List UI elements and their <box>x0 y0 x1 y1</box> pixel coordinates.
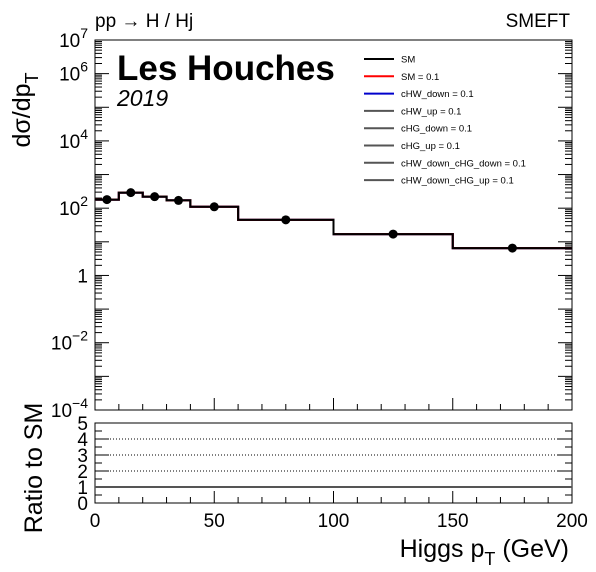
main-y-axis-title-subscript: T <box>22 72 42 83</box>
ratio-grid <box>95 438 572 472</box>
x-axis-title: Higgs pT (GeV) <box>400 535 569 569</box>
data-point <box>102 195 112 205</box>
les-houches-title: Les Houches <box>117 49 335 88</box>
histogram-series <box>95 191 572 250</box>
legend-label: cHW_up = 0.1 <box>401 106 461 117</box>
ratio-x-axis: 0 50 100 150 200 <box>90 491 588 532</box>
ratio-y-tick-label: 1 <box>77 478 88 499</box>
main-x-axis <box>94 398 573 410</box>
legend-label: SM = 0.1 <box>401 72 439 83</box>
legend-label: cHW_down_cHG_up = 0.1 <box>401 176 514 187</box>
data-point <box>281 215 291 225</box>
main-y-axis-title-text: dσ/dp <box>8 83 36 147</box>
ratio-y-tick-label: 2 <box>77 462 88 483</box>
y-tick-label-base: 10 <box>59 199 80 220</box>
x-tick-label: 50 <box>204 511 225 532</box>
ratio-y-tick-label: 3 <box>77 446 88 467</box>
y-tick-label: 10−4 <box>51 395 88 422</box>
y-tick-label: 10−2 <box>51 328 88 355</box>
x-axis-title-unit: (GeV) <box>495 535 569 563</box>
legend-label: cHG_up = 0.1 <box>401 141 460 152</box>
y-tick-label: 1 <box>77 266 88 287</box>
data-point <box>388 229 398 239</box>
y-tick-label: 107 <box>59 25 88 52</box>
header-model-label: SMEFT <box>506 11 571 32</box>
y-tick-label-exponent: 2 <box>80 193 88 209</box>
y-tick-label: 104 <box>59 126 88 153</box>
x-tick-label: 100 <box>318 511 350 532</box>
y-tick-label: 102 <box>59 193 88 220</box>
x-tick-label: 150 <box>437 511 469 532</box>
legend-label: cHW_down = 0.1 <box>401 89 474 100</box>
histogram-line <box>95 191 572 250</box>
y-tick-label-exponent: −4 <box>72 395 88 411</box>
y-tick-label-base: 1 <box>77 266 88 287</box>
data-point <box>173 195 183 205</box>
main-y-axis-title: dσ/dpT <box>8 72 42 147</box>
data-point <box>209 202 219 212</box>
y-tick-label-base: 10 <box>51 334 72 355</box>
header-process-label: pp → H / Hj <box>95 11 193 32</box>
x-tick-label: 0 <box>90 511 101 532</box>
data-point <box>126 188 136 198</box>
y-tick-label-base: 10 <box>59 65 80 86</box>
legend-label: SM <box>401 55 415 66</box>
x-axis-title-text: Higgs p <box>400 535 485 563</box>
y-tick-label: 106 <box>59 59 88 86</box>
y-tick-label-base: 10 <box>59 132 80 153</box>
x-axis-title-subscript: T <box>484 549 495 569</box>
legend-label: cHG_down = 0.1 <box>401 124 472 135</box>
y-tick-label-base: 10 <box>59 31 80 52</box>
data-point <box>507 243 517 253</box>
data-points <box>102 188 517 253</box>
y-tick-label-base: 10 <box>51 401 72 422</box>
y-tick-label-exponent: 6 <box>80 59 88 75</box>
ratio-y-tick-label: 5 <box>77 414 88 435</box>
x-tick-label: 200 <box>556 511 588 532</box>
y-tick-label-exponent: −2 <box>72 328 88 344</box>
les-houches-year: 2019 <box>116 85 168 111</box>
legend: SM SM = 0.1 cHW_down = 0.1 cHW_up = 0.1 cHG_… <box>364 55 526 187</box>
y-tick-label-exponent: 4 <box>80 126 88 142</box>
legend-label: cHW_down_cHG_down = 0.1 <box>401 158 526 169</box>
data-point <box>150 192 160 202</box>
ratio-y-tick-label: 0 <box>77 494 88 515</box>
ratio-y-axis-title: Ratio to SM <box>20 403 48 534</box>
y-tick-label-exponent: 7 <box>80 25 88 41</box>
ratio-y-tick-label: 4 <box>77 430 88 451</box>
